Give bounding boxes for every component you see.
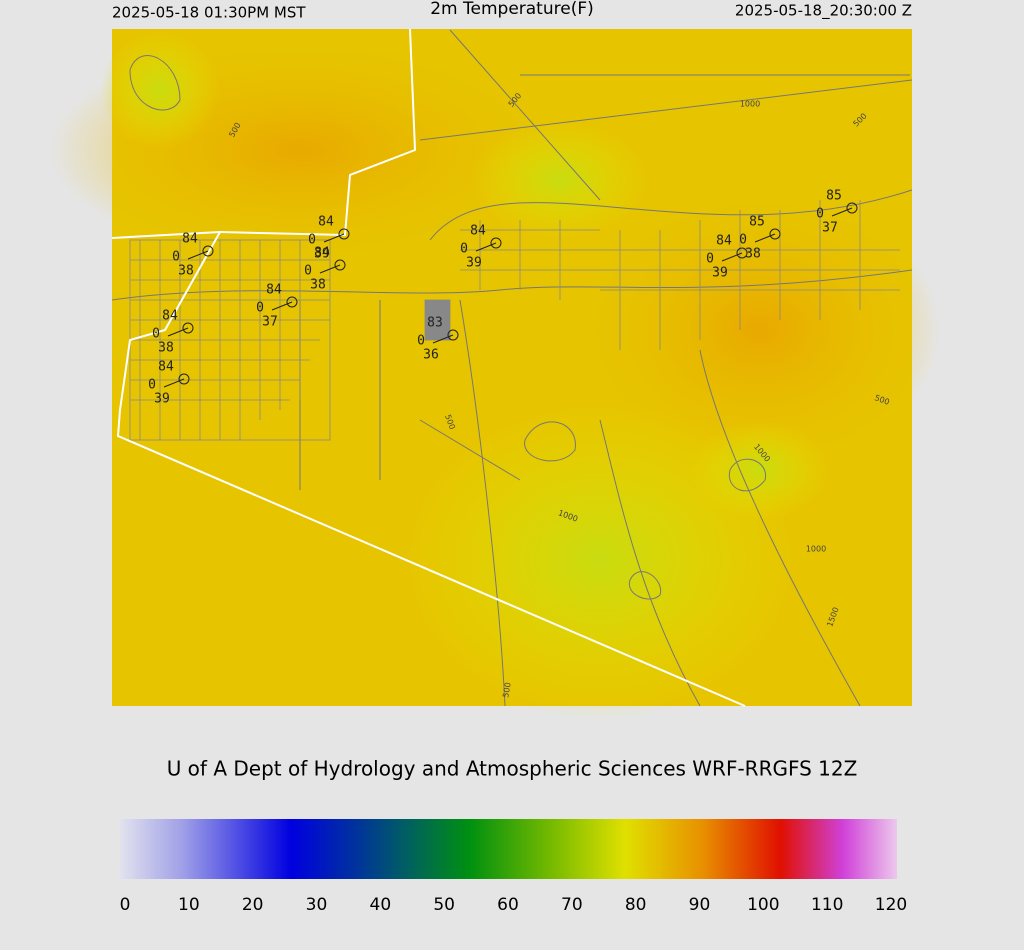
temperature: 84 xyxy=(470,224,486,239)
temperature: 85 xyxy=(749,215,765,230)
dewpoint: 36 xyxy=(423,348,439,363)
colorbar-tick-label: 30 xyxy=(306,895,328,915)
temperature: 84 xyxy=(158,360,174,375)
temperature: 85 xyxy=(826,189,842,204)
local-time: 2025-05-18 01:30PM MST xyxy=(112,4,306,22)
colorbar-tick-label: 80 xyxy=(625,895,647,915)
colorbar-tick-label: 50 xyxy=(433,895,455,915)
station-circle xyxy=(202,245,214,257)
cool-area xyxy=(690,420,830,520)
station-circle xyxy=(769,228,781,240)
cool-area xyxy=(470,120,650,240)
colorbar-tick-label: 60 xyxy=(497,895,519,915)
map-title: 2m Temperature(F) xyxy=(430,0,594,19)
temperature: 84 xyxy=(318,215,334,230)
colorbar-tick-label: 90 xyxy=(689,895,711,915)
wind-barb xyxy=(831,207,853,217)
credit: U of A Dept of Hydrology and Atmospheric… xyxy=(167,757,858,781)
contour-label: 1000 xyxy=(806,545,826,554)
wind-speed: 0 xyxy=(816,207,824,222)
colorbar-tick-label: 120 xyxy=(875,895,907,915)
temperature: 84 xyxy=(716,234,732,249)
station-circle xyxy=(182,322,194,334)
temperature: 84 xyxy=(162,309,178,324)
utc-time: 2025-05-18_20:30:00 Z xyxy=(735,2,912,21)
temperature: 84 xyxy=(182,232,198,247)
wind-speed: 0 xyxy=(308,233,316,248)
wind-speed: 0 xyxy=(706,252,714,267)
dewpoint: 38 xyxy=(178,264,194,279)
wind-speed: 0 xyxy=(739,233,747,248)
wind-barb xyxy=(163,378,185,388)
dewpoint: 37 xyxy=(822,221,838,236)
station-circle xyxy=(490,237,502,249)
colorbar-tick-label: 70 xyxy=(561,895,583,915)
city-grid xyxy=(129,200,900,441)
station-circle xyxy=(178,373,190,385)
wind-speed: 0 xyxy=(417,334,425,349)
colorbar-tick-label: 0 xyxy=(120,895,131,915)
border xyxy=(111,28,746,707)
station-circle xyxy=(334,259,346,271)
roads xyxy=(111,29,913,707)
wind-speed: 0 xyxy=(152,327,160,342)
dewpoint: 37 xyxy=(262,315,278,330)
contour-label: 1000 xyxy=(740,100,760,109)
wind-barb xyxy=(271,301,293,311)
station-circle xyxy=(846,202,858,214)
wind-speed: 0 xyxy=(304,264,312,279)
wind-barb xyxy=(721,252,743,262)
station-circle xyxy=(286,296,298,308)
dewpoint: 38 xyxy=(310,278,326,293)
wind-barb xyxy=(754,233,776,243)
station-circle xyxy=(736,247,748,259)
colorbar-tick-label: 10 xyxy=(178,895,200,915)
wind-barb xyxy=(432,334,454,344)
station-circle xyxy=(338,228,350,240)
colorbar-tick-label: 20 xyxy=(242,895,264,915)
map xyxy=(50,28,940,720)
station-circle xyxy=(447,329,459,341)
dewpoint: 38 xyxy=(158,341,174,356)
wind-speed: 0 xyxy=(460,242,468,257)
wind-speed: 0 xyxy=(256,301,264,316)
dewpoint: 39 xyxy=(154,392,170,407)
wind-barb xyxy=(323,233,345,243)
dewpoint: 39 xyxy=(314,247,330,262)
colorbar xyxy=(120,819,897,879)
temperature: 84 xyxy=(266,283,282,298)
cool-area xyxy=(100,30,220,150)
wind-barb xyxy=(167,327,189,337)
colorbar-tick-label: 40 xyxy=(370,895,392,915)
temperature: 83 xyxy=(427,316,443,331)
wind-speed: 0 xyxy=(172,250,180,265)
wind-barb xyxy=(319,264,341,274)
wind-barb xyxy=(187,250,209,260)
dewpoint: 39 xyxy=(466,256,482,271)
wind-barb xyxy=(475,242,497,252)
temperature: 84 xyxy=(314,246,330,261)
wind-speed: 0 xyxy=(148,378,156,393)
contour-label: 500 xyxy=(501,682,513,699)
dewpoint: 39 xyxy=(712,266,728,281)
colorbar-tick-label: 110 xyxy=(811,895,843,915)
colorbar-tick-label: 100 xyxy=(747,895,779,915)
warm-area xyxy=(580,190,940,470)
dewpoint: 38 xyxy=(745,247,761,262)
